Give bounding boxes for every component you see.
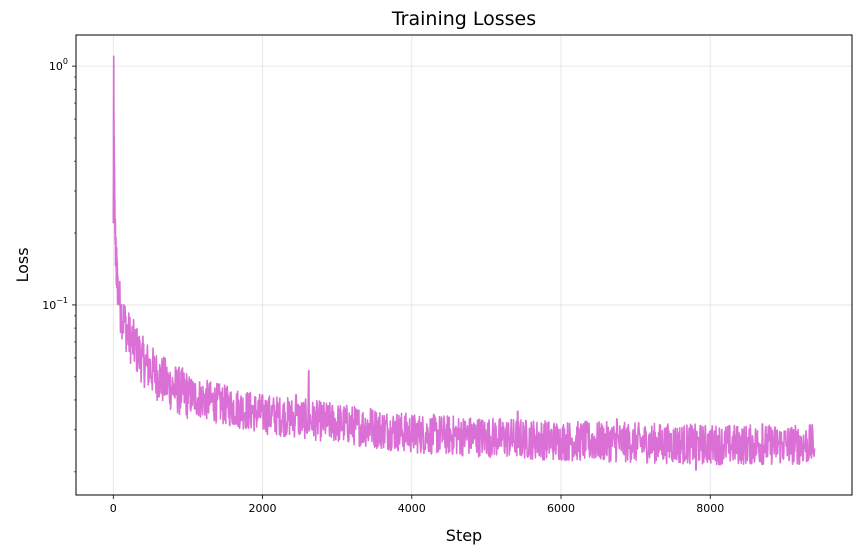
y-axis-title: Loss bbox=[13, 247, 32, 282]
x-tick-label: 0 bbox=[110, 502, 117, 515]
x-tick-label: 8000 bbox=[696, 502, 724, 515]
x-tick-label: 2000 bbox=[249, 502, 277, 515]
x-axis-title: Step bbox=[446, 526, 482, 545]
y-tick-label: 10−1 bbox=[42, 296, 68, 312]
x-tick-label: 6000 bbox=[547, 502, 575, 515]
series-layer bbox=[112, 55, 816, 471]
axis-ticks: 0 2000 4000 6000 8000 10−1 100 bbox=[42, 57, 724, 515]
y-tick-label: 100 bbox=[49, 57, 68, 73]
loss-series-line bbox=[112, 55, 816, 471]
x-tick-label: 4000 bbox=[398, 502, 426, 515]
plot-frame bbox=[75, 34, 853, 496]
chart-title: Training Losses bbox=[391, 8, 536, 30]
plot-area bbox=[76, 35, 852, 495]
